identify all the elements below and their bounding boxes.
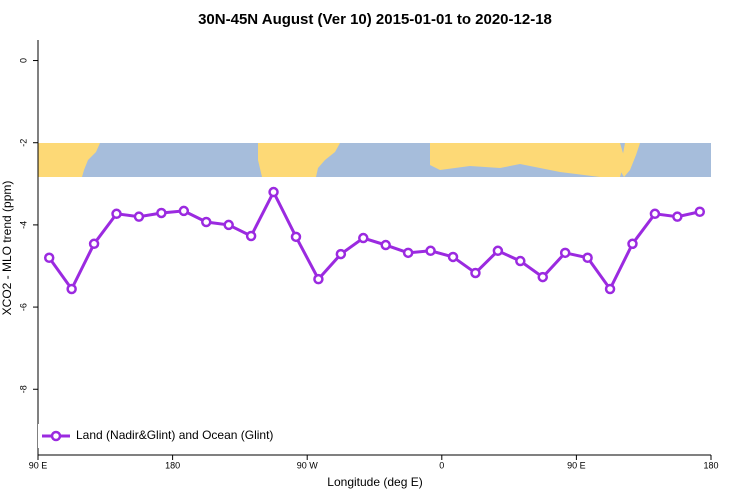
x-tick-label: 90 E — [567, 460, 586, 470]
legend-marker — [50, 430, 62, 442]
y-tick-label: -6 — [18, 303, 28, 311]
point — [201, 216, 212, 228]
point — [582, 252, 593, 264]
y-axis-title: XCO2 - MLO trend (ppm) — [0, 181, 14, 316]
legend-label: Land (Nadir&Glint) and Ocean (Glint) — [76, 428, 273, 442]
point — [402, 247, 414, 259]
point — [380, 239, 391, 251]
x-axis-title: Longitude (deg E) — [327, 475, 422, 489]
point — [515, 255, 526, 267]
y-tick-label: 0 — [18, 58, 28, 63]
point — [335, 248, 347, 260]
x-tick-label: 90 W — [297, 460, 319, 470]
point — [66, 283, 77, 295]
point — [313, 273, 324, 285]
map-band — [38, 143, 711, 177]
y-tick-label: -4 — [18, 221, 28, 229]
chart-title: 30N-45N August (Ver 10) 2015-01-01 to 20… — [198, 11, 552, 28]
legend-box — [38, 424, 284, 448]
point — [627, 238, 638, 250]
point — [156, 207, 167, 219]
point — [245, 230, 257, 242]
point — [537, 271, 548, 283]
point — [470, 267, 481, 279]
point — [649, 208, 661, 220]
point — [358, 232, 369, 244]
x-tick-label: 180 — [165, 460, 180, 470]
point — [178, 205, 190, 217]
series-line — [47, 188, 701, 292]
point — [43, 252, 55, 264]
x-tick-label: 0 — [439, 460, 444, 470]
point — [290, 231, 302, 243]
point — [88, 238, 100, 250]
point — [425, 245, 436, 257]
point — [672, 211, 683, 222]
point — [223, 219, 234, 231]
point — [111, 208, 122, 220]
x-tick-label: 180 — [703, 460, 718, 470]
point — [694, 206, 706, 218]
point — [559, 247, 571, 259]
y-tick-label: -8 — [18, 385, 28, 393]
y-tick-label: -2 — [18, 139, 28, 147]
x-tick-label: 90 E — [29, 460, 48, 470]
point — [604, 283, 616, 295]
point — [133, 211, 145, 222]
point — [447, 251, 459, 263]
point — [268, 186, 279, 198]
point — [492, 245, 504, 257]
